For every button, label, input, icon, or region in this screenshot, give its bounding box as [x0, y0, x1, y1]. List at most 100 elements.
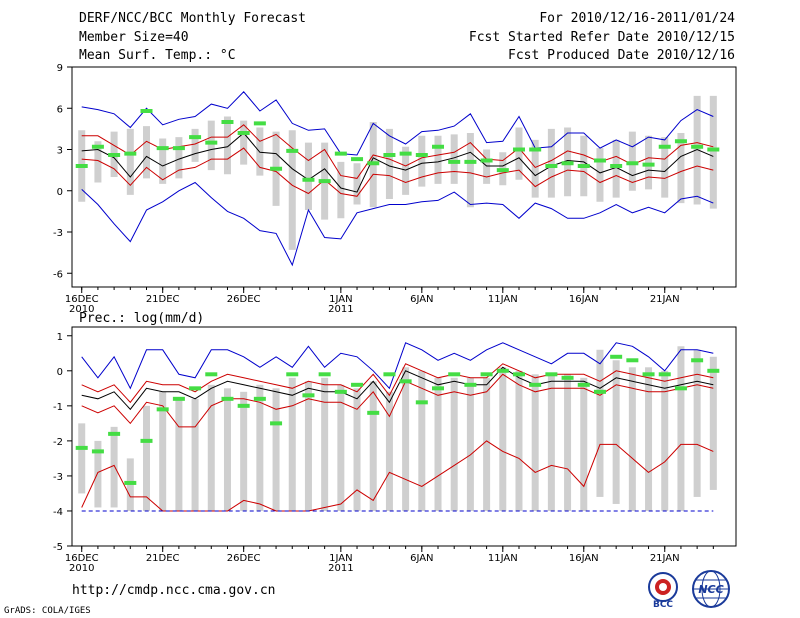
c0-observed-3 [124, 151, 137, 156]
c0-observed-33 [610, 164, 623, 168]
c1-range-bar-37 [677, 346, 685, 511]
c1-ytick-label-6: -5 [53, 542, 63, 553]
chart-title: DERF/NCC/BCC Monthly Forecast [79, 11, 306, 26]
c1-xtick-label-7: 21JAN [650, 553, 680, 564]
c0-observed-20 [399, 151, 412, 156]
c1-range-bar-7 [191, 398, 199, 511]
c1-series-mean [81, 366, 714, 411]
c0-ytick-label-2: 3 [57, 146, 63, 157]
c1-observed-4 [140, 438, 153, 443]
bcc-logo-text: BCC [653, 600, 673, 610]
c0-range-bar-23 [450, 134, 458, 184]
c1-xtick-label-3: 1JAN [329, 553, 352, 564]
c0-xtick-label-7: 21JAN [650, 294, 680, 305]
c1-ytick-label-4: -3 [53, 472, 63, 483]
c0-observed-30 [561, 161, 574, 166]
c0-range-bar-21 [418, 135, 426, 187]
c1-range-bar-23 [450, 377, 458, 511]
c1-observed-7 [189, 386, 202, 391]
member-size-label: Member Size=40 [79, 30, 189, 45]
c1-range-bar-11 [256, 384, 264, 511]
variable-label: Mean Surf. Temp.: °C [79, 48, 236, 63]
c1-range-bar-10 [240, 391, 248, 511]
c0-xtick-label-1: 21DEC [146, 294, 180, 305]
c0-range-bar-6 [175, 137, 183, 179]
c0-observed-17 [351, 157, 364, 162]
c1-range-bar-36 [661, 370, 669, 511]
c0-range-bar-19 [385, 128, 393, 199]
c1-range-bar-13 [288, 377, 296, 511]
c0-observed-22 [432, 144, 445, 149]
c0-observed-24 [464, 159, 477, 164]
c0-range-bar-25 [483, 149, 491, 184]
c1-range-bar-18 [369, 381, 377, 511]
c0-range-bar-10 [240, 120, 248, 165]
c0-series-max [81, 91, 714, 156]
c0-observed-18 [367, 161, 380, 166]
c0-observed-29 [545, 164, 558, 168]
c1-range-bar-1 [94, 440, 102, 508]
c0-xtick-label-2: 26DEC [227, 294, 261, 305]
c0-observed-36 [658, 144, 671, 149]
c1-xtick-sublabel-0: 2010 [69, 563, 94, 574]
c0-range-bar-27 [515, 127, 523, 180]
c1-range-bar-19 [385, 391, 393, 511]
c0-series-mean [81, 132, 714, 193]
c1-xtick-label-6: 16JAN [569, 553, 599, 564]
c0-range-bar-5 [159, 138, 167, 184]
c1-ytick-label-2: -1 [53, 402, 63, 413]
c0-xtick-label-3: 1JAN [329, 294, 352, 305]
c0-range-bar-3 [126, 128, 134, 195]
c1-observed-11 [253, 396, 266, 401]
c1-observed-14 [302, 393, 315, 398]
c0-observed-38 [691, 144, 704, 149]
c0-xtick-label-4: 6JAN [410, 294, 433, 305]
c1-observed-25 [480, 372, 493, 377]
c1-observed-3 [124, 480, 137, 485]
precip-title: Prec.: log(mm/d) [79, 311, 205, 326]
source-url[interactable]: http://cmdp.ncc.cma.gov.cn [72, 583, 276, 598]
c1-observed-38 [691, 358, 704, 363]
c1-range-bar-5 [159, 391, 167, 511]
c0-range-bar-35 [645, 135, 653, 190]
c0-range-bar-39 [709, 95, 717, 209]
c0-range-bar-29 [547, 128, 555, 198]
c0-range-bar-36 [661, 137, 669, 198]
c1-observed-0 [75, 445, 88, 450]
c0-observed-12 [270, 166, 283, 171]
c1-observed-12 [270, 421, 283, 426]
c0-range-bar-22 [434, 135, 442, 184]
c0-observed-10 [237, 131, 250, 135]
c0-observed-19 [383, 153, 396, 157]
c1-observed-37 [674, 386, 687, 391]
c1-observed-28 [529, 382, 542, 387]
c1-observed-20 [399, 379, 412, 384]
c0-range-bar-32 [596, 148, 604, 202]
c1-observed-5 [156, 407, 169, 412]
c0-plot-frame [71, 66, 737, 288]
c1-range-bar-12 [272, 388, 280, 511]
c1-observed-18 [367, 410, 380, 415]
c1-observed-36 [658, 372, 671, 377]
c1-ytick-label-3: -2 [53, 437, 63, 448]
c0-observed-7 [189, 135, 202, 140]
c1-observed-29 [545, 372, 558, 377]
ncc-logo: NCC [692, 570, 730, 608]
c0-range-bar-14 [304, 142, 312, 210]
c1-observed-17 [351, 382, 364, 387]
c0-observed-8 [205, 140, 218, 145]
c0-observed-5 [156, 146, 169, 151]
c1-observed-6 [172, 396, 185, 401]
c0-range-bar-37 [677, 133, 685, 204]
c0-observed-4 [140, 109, 153, 113]
grads-credit: GrADS: COLA/IGES [4, 606, 91, 616]
c1-observed-8 [205, 372, 218, 377]
c0-range-bar-20 [402, 146, 410, 195]
c1-observed-10 [237, 403, 250, 408]
c1-observed-39 [707, 368, 720, 373]
c1-observed-27 [512, 372, 525, 377]
c0-range-bar-1 [94, 141, 102, 183]
c1-range-bar-27 [515, 370, 523, 511]
c0-observed-16 [334, 151, 347, 156]
